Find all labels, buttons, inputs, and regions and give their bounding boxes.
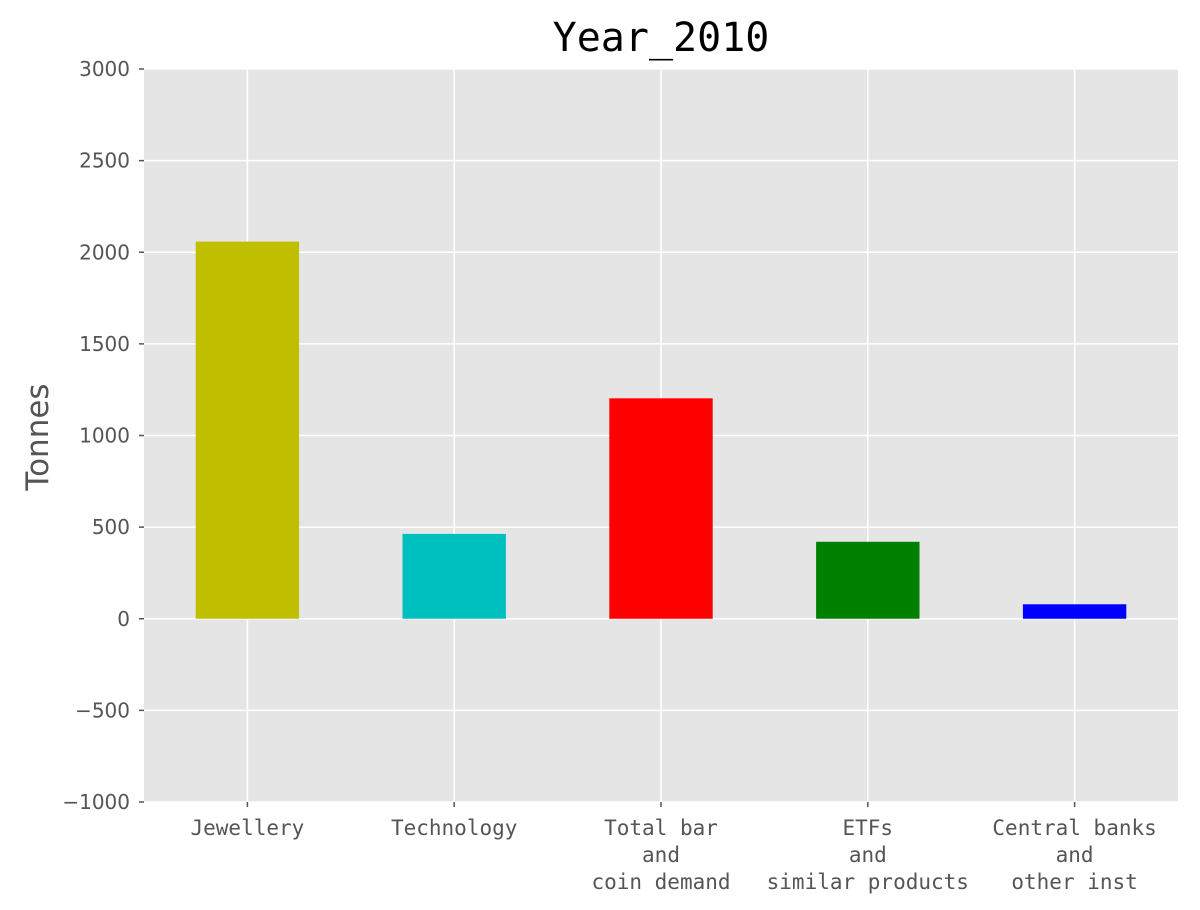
x-tick-label-line: coin demand (591, 870, 730, 894)
bar (816, 541, 920, 619)
x-tick-label-line: and (849, 843, 887, 867)
x-tick-label: Central banks and other inst (992, 816, 1156, 894)
x-tick-label-line: Technology (391, 816, 517, 840)
y-tick-label: 0 (117, 607, 130, 631)
x-tick-label-line: similar products (767, 870, 969, 894)
x-tick-label: Technology (391, 816, 517, 840)
x-tick-label-line: ETFs (843, 816, 894, 840)
x-tick-label-line: other inst (1011, 870, 1137, 894)
y-tick-label: 1500 (79, 332, 130, 356)
x-tick-label: Jewellery (191, 816, 305, 840)
x-tick-label-line: and (1056, 843, 1094, 867)
x-tick-label-line: Total bar (604, 816, 718, 840)
y-tick-label: 3000 (79, 57, 130, 81)
y-tick-label: 2500 (79, 149, 130, 173)
y-axis-label: Tonnes (20, 383, 56, 491)
x-tick-label: ETFs and similar products (767, 816, 969, 894)
y-tick-label: −1000 (62, 790, 130, 814)
x-axis-ticks: Jewellery Technology Total bar and coin dema… (191, 802, 1157, 894)
bar (1022, 604, 1127, 619)
x-tick-label-line: Jewellery (191, 816, 305, 840)
y-tick-label: −500 (75, 698, 130, 722)
y-tick-label: 500 (92, 515, 130, 539)
x-tick-label: Total bar and coin demand (591, 816, 730, 894)
bar (402, 533, 506, 619)
x-tick-label-line: and (642, 843, 680, 867)
bars (195, 241, 1127, 619)
y-tick-label: 1000 (79, 424, 130, 448)
bar (195, 241, 300, 619)
chart-title: Year_2010 (553, 15, 770, 61)
y-axis-ticks: −1000 −500 0 500 1000 1500 2000 2500 3000 (62, 57, 144, 814)
y-tick-label: 2000 (79, 240, 130, 264)
bar (609, 398, 713, 619)
x-tick-label-line: Central banks (992, 816, 1156, 840)
